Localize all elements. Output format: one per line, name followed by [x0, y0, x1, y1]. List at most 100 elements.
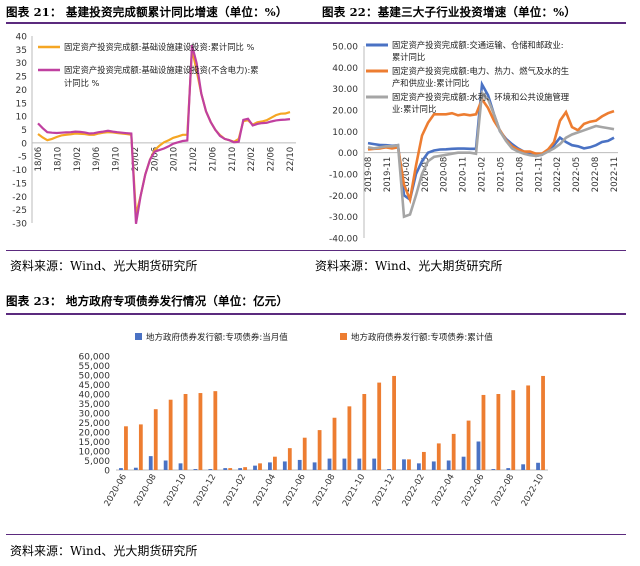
x-tick-label: 2022-06: [460, 473, 486, 509]
legend-label-2-line-1: 产和供应业:累计同比: [392, 78, 469, 88]
y-tick-label: -5: [18, 153, 27, 163]
x-tick-label: 22/10: [286, 147, 296, 172]
y-tick-label: 55,000: [79, 362, 111, 372]
x-tick-label: 2020-08: [440, 157, 450, 193]
legend-label-2-line-1: 计同比 %: [64, 78, 100, 88]
x-tick-label: 19/06: [92, 147, 102, 172]
bar-monthly: [342, 458, 347, 470]
bar-monthly: [297, 459, 302, 470]
bar-cumulative: [421, 451, 426, 470]
y-tick-label: 25,000: [79, 419, 111, 429]
bar-monthly: [357, 458, 362, 470]
bar-monthly: [402, 459, 406, 470]
x-tick-label: 2021-05: [496, 157, 506, 193]
series-line-3: [367, 89, 615, 219]
x-tick-label: 2020-10: [162, 473, 188, 509]
y-tick-label: 30,000: [79, 410, 111, 420]
y-tick-label: 10.00: [332, 128, 358, 138]
legend-label-1: 地方政府债券发行额:专项债券:当月值: [146, 332, 288, 343]
x-tick-label: 2021-02: [478, 157, 488, 193]
bar-monthly: [491, 469, 496, 470]
y-tick-label: 20,000: [79, 429, 111, 439]
x-tick-label: 20/10: [170, 147, 180, 172]
bar-cumulative: [183, 394, 188, 470]
bar-cumulative: [362, 394, 367, 470]
bar-cumulative: [153, 409, 158, 470]
y-tick-label: -10: [12, 166, 27, 176]
x-tick-label: 2019-11: [383, 157, 393, 193]
bar-cumulative: [511, 390, 516, 470]
header-rule-top: [6, 22, 626, 24]
bar-monthly: [327, 458, 332, 470]
y-tick-label: -20.00: [329, 192, 358, 202]
bar-cumulative: [243, 467, 248, 470]
y-tick-label: 50.00: [332, 43, 358, 53]
x-tick-label: 2020-02: [402, 157, 412, 193]
bar-cumulative: [347, 406, 352, 470]
legend-label-2: 地方政府债券发行额:专项债券:累计值: [351, 332, 493, 343]
y-tick-label: 30: [16, 59, 28, 69]
bar-monthly: [372, 458, 377, 470]
x-tick-label: 21/02: [189, 147, 199, 172]
y-tick-label: 5: [21, 126, 27, 136]
bar-cumulative: [258, 463, 262, 470]
bar-monthly: [521, 464, 526, 470]
y-tick-label: 40: [16, 33, 28, 43]
y-tick-label: -30: [12, 220, 27, 230]
x-tick-label: 2019-08: [364, 157, 374, 193]
bar-monthly: [446, 460, 451, 470]
bar-cumulative: [392, 375, 396, 470]
series-line-2: [37, 44, 291, 224]
bar-monthly: [223, 468, 228, 470]
bar-monthly: [119, 468, 123, 470]
x-tick-label: 2021-10: [341, 473, 367, 509]
bar-cumulative: [213, 391, 218, 470]
bar-cumulative: [273, 456, 277, 470]
y-tick-label: 0.00: [338, 149, 358, 159]
legend-label-2-line-0: 固定资产投资完成额:电力、热力、燃气及水的生: [392, 66, 569, 76]
y-tick-label: 50,000: [79, 372, 111, 382]
y-tick-label: 10: [16, 113, 28, 123]
bar-monthly: [163, 460, 168, 470]
x-tick-label: 2021-02: [222, 473, 248, 509]
y-tick-label: 20: [16, 86, 28, 96]
x-tick-label: 2022-02: [401, 473, 427, 509]
x-tick-label: 18/06: [34, 147, 44, 172]
x-tick-label: 2021-11: [534, 157, 544, 193]
series-line-2: [367, 96, 615, 205]
bar-cumulative: [436, 443, 441, 470]
y-tick-label: 20.00: [332, 107, 358, 117]
x-tick-label: 19/10: [112, 147, 122, 172]
y-tick-label: 10,000: [79, 448, 111, 458]
legend-swatch-2: [340, 333, 347, 340]
y-tick-label: 0: [21, 139, 27, 149]
chart-fig22: 50.00 40.00 30.00 20.00 10.00 0.00 -10.00 -20.0…: [329, 40, 620, 245]
x-tick-label: 20/02: [131, 147, 141, 172]
bar-cumulative: [168, 399, 173, 470]
bar-cumulative: [407, 459, 411, 470]
bar-monthly: [461, 456, 466, 470]
x-tick-label: 22/06: [267, 147, 277, 172]
x-tick-label: 20/06: [150, 147, 160, 172]
x-tick-label: 2021-08: [515, 157, 525, 193]
bar-cumulative: [138, 424, 143, 470]
bar-cumulative: [526, 385, 531, 470]
x-tick-label: 18/10: [53, 147, 63, 172]
x-tick-label: 2022-11: [610, 157, 620, 193]
y-tick-label: 15: [16, 99, 27, 109]
x-tick-label: 2021-04: [252, 473, 278, 509]
x-tick-label: 2021-12: [371, 473, 397, 509]
bar-monthly: [312, 462, 317, 470]
chart-fig23: 地方政府债券发行额:专项债券:当月值 地方政府债券发行额:专项债券:累计值 05,0…: [79, 332, 548, 509]
bar-cumulative: [198, 393, 203, 470]
x-tick-label: 21/10: [228, 147, 238, 172]
chart-fig21: -30 -25 -20 -15 -10 -5 0 5 10 15 20 25 30 35 40 18/06 18…: [12, 33, 296, 230]
header-rule-bottom: [6, 313, 626, 315]
legend-swatch-1: [135, 333, 142, 340]
y-tick-label: 35: [16, 46, 27, 56]
y-tick-label: 15,000: [79, 438, 111, 448]
legend-label-1: 固定资产投资完成额:基础设施建设投资:累计同比 %: [64, 42, 254, 52]
legend-label-2-line-0: 固定资产投资完成额:基础设施建设投资(不含电力):累: [64, 65, 259, 75]
bar-monthly: [282, 461, 287, 470]
bar-cumulative: [317, 430, 322, 470]
